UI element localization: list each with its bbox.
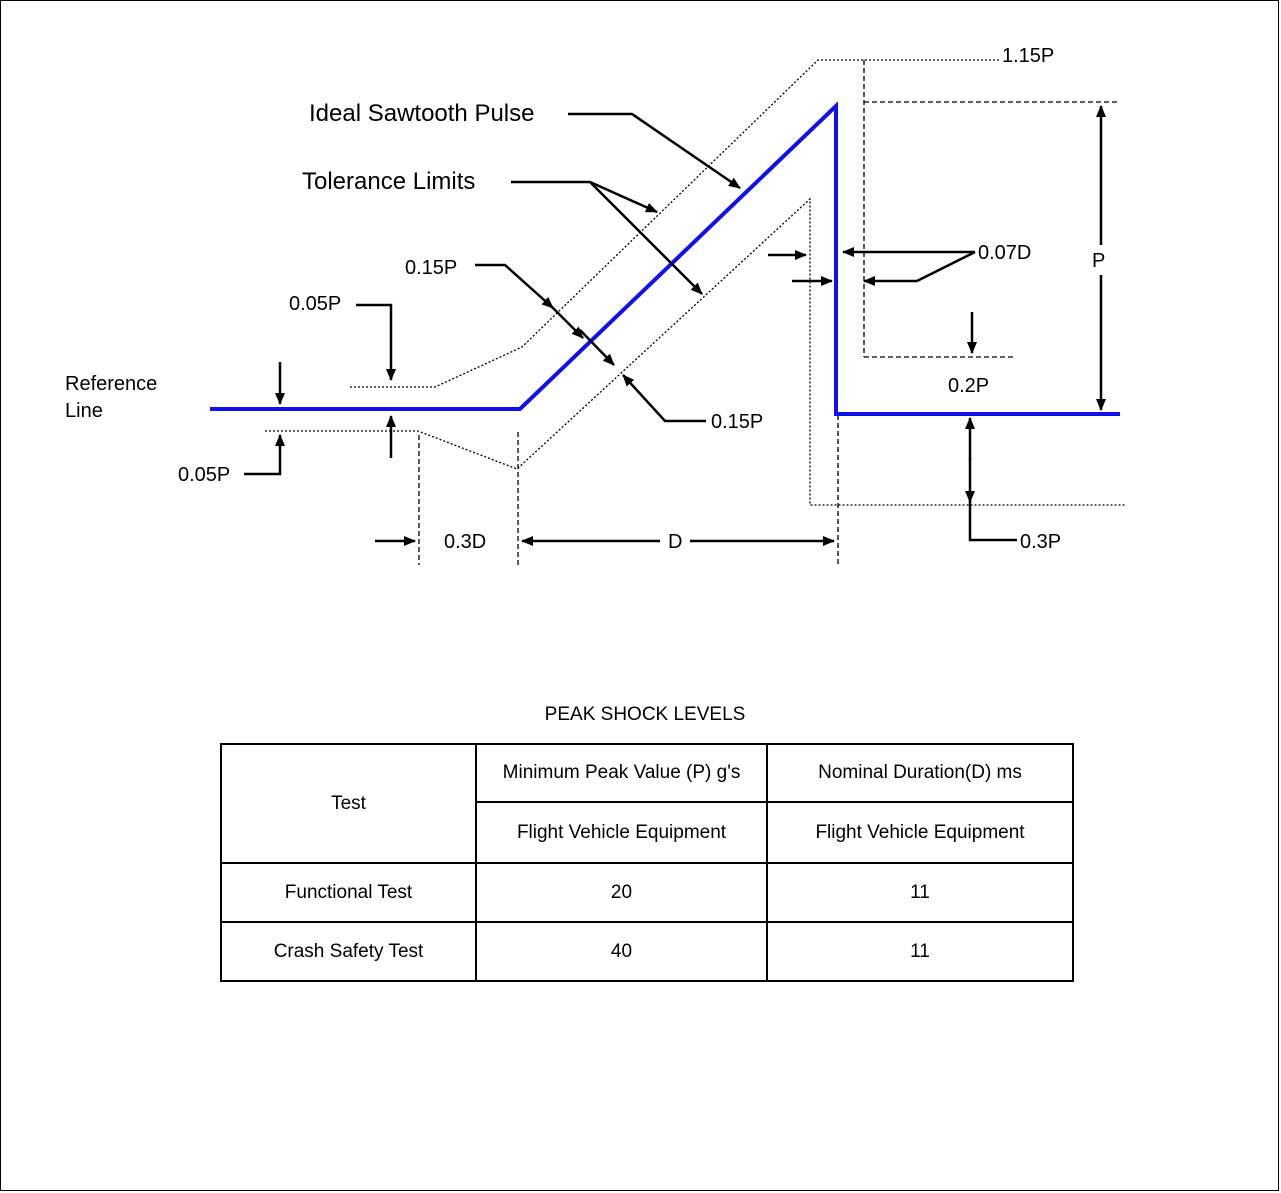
sawtooth-pulse-diagram: Ideal Sawtooth Pulse Tolerance Limits 1.… <box>65 45 1125 565</box>
peak-shock-levels-table: Test Minimum Peak Value (P) g's Nominal … <box>220 743 1074 982</box>
table-row: Crash Safety Test 40 11 <box>220 921 1074 982</box>
d-label: D <box>668 531 682 553</box>
reference-line-label-2: Line <box>65 400 103 422</box>
ideal-sawtooth-pulse <box>210 101 1120 416</box>
reference-line-label-1: Reference <box>65 373 157 395</box>
duration-cell: 11 <box>766 862 1074 923</box>
upper-tolerance-line <box>350 59 1000 388</box>
test-cell: Crash Safety Test <box>220 921 477 982</box>
p005-upper-label: 0.05P <box>289 293 341 315</box>
d03-label: 0.3D <box>444 531 486 553</box>
duration-cell: 11 <box>766 921 1074 982</box>
table-title: PEAK SHOCK LEVELS <box>544 704 746 725</box>
p03-label: 0.3P <box>1020 531 1061 553</box>
p005-lower-leader <box>244 434 285 476</box>
p-label: P <box>1092 250 1105 272</box>
p015-upper-leader <box>475 263 554 309</box>
peak-cell: 40 <box>475 921 768 982</box>
peak-subheader: Flight Vehicle Equipment <box>475 801 768 864</box>
ideal-pulse-leader <box>568 112 741 190</box>
p03-leader <box>968 500 1017 542</box>
table-row: Functional Test 20 11 <box>220 862 1074 923</box>
p005-upper-leader <box>356 303 396 381</box>
peak-header: Minimum Peak Value (P) g's <box>475 743 768 803</box>
p005-lower-label: 0.05P <box>178 464 230 486</box>
duration-header: Nominal Duration(D) ms <box>766 743 1074 803</box>
tolerance-leader-lower <box>589 181 703 295</box>
duration-subheader: Flight Vehicle Equipment <box>766 801 1074 864</box>
peak-cell: 20 <box>475 862 768 923</box>
test-cell: Functional Test <box>220 862 477 923</box>
p015-upper-arrow <box>544 299 584 339</box>
p115-label: 1.15P <box>1002 45 1054 67</box>
tolerance-leader-upper <box>511 180 658 214</box>
p015-upper-label: 0.15P <box>405 257 457 279</box>
d007-right-leader-2 <box>863 250 976 286</box>
p015-lower-label: 0.15P <box>711 411 763 433</box>
tolerance-limits-label: Tolerance Limits <box>302 168 475 195</box>
ideal-pulse-label: Ideal Sawtooth Pulse <box>309 100 534 127</box>
p015-lower-arrow <box>579 329 615 366</box>
p015-lower-leader <box>622 374 706 423</box>
test-header: Test <box>220 743 477 864</box>
p02-label: 0.2P <box>948 375 989 397</box>
d007-label: 0.07D <box>978 242 1031 264</box>
